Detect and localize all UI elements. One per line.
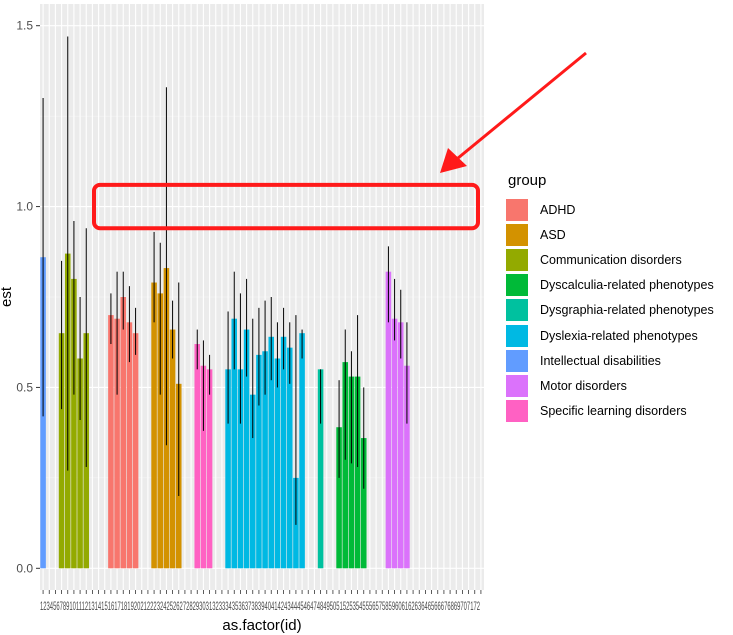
legend-item: Communication disorders [506,247,726,272]
arrow-shaft [451,51,587,165]
legend-label: ASD [540,227,566,242]
legend-item: Intellectual disabilities [506,348,726,373]
legend-label: Specific learning disorders [540,404,687,419]
bar-37 [262,351,268,569]
bar-58 [391,318,398,569]
y-tick-label: 1.0 [16,200,33,214]
bar-49 [336,427,342,569]
bar-7 [77,358,83,569]
y-tick-label: 1.5 [16,19,33,33]
legend-title: group [508,172,547,189]
y-tick-label: 0.5 [16,380,33,394]
bar-51 [348,376,355,569]
legend-key [506,349,528,372]
arrow-head [440,148,467,173]
legend-label: Motor disorders [540,378,627,393]
legend-item: ADHD [506,197,726,222]
bar-19 [151,282,157,569]
bar-50 [342,362,349,569]
bar-26 [194,344,201,569]
y-axis-label: est [0,286,15,307]
y-tick-label: 0.0 [16,561,33,575]
bar-60 [404,365,410,569]
legend-key [506,198,528,221]
bar-12 [108,315,114,569]
bar-39 [274,358,281,569]
bar-4 [58,333,65,569]
bar-35 [249,394,256,569]
bar-28 [206,369,213,569]
bar-59 [397,322,404,569]
annotation-arrow [440,51,587,173]
x-tick-labels: 1234567891011121314151617181920212223242… [40,599,480,613]
x-axis-label: as.factor(id) [222,617,301,634]
legend-label: Dyscalculia-related phenotypes [540,278,714,293]
bar-57 [385,271,392,569]
bar-36 [256,354,262,569]
bar-6 [71,278,77,569]
legend-key [506,223,528,246]
bar-33 [237,369,244,569]
legend-item: Dyscalculia-related phenotypes [506,273,726,298]
legend: group ADHD ASD Communication disorders Dysc… [506,172,726,424]
bar-34 [243,329,250,569]
bar-31 [225,369,231,569]
bar-15 [126,322,133,569]
legend-item: Dysgraphia-related phenotypes [506,298,726,323]
bar-53 [360,438,367,569]
legend-label: Communication disorders [540,252,682,267]
legend-key [506,274,528,297]
legend-item: ASD [506,222,726,247]
bar-40 [280,336,287,569]
legend-key [506,324,528,347]
bar-43 [299,333,305,569]
bar-32 [231,318,238,569]
bar-38 [268,336,275,569]
bar-41 [286,347,293,569]
legend-label: Dyslexia-related phenotypes [540,328,698,343]
legend-key [506,248,528,271]
legend-label: Intellectual disabilities [540,353,661,368]
legend-item: Dyslexia-related phenotypes [506,323,726,348]
y-axis: 0.0 0.5 1.0 1.5 [16,19,482,594]
bar-14 [120,297,127,569]
bar-52 [354,376,361,569]
bar-20 [157,293,164,569]
legend-label: Dysgraphia-related phenotypes [540,303,714,318]
bar-27 [200,365,207,569]
legend-key [506,374,528,397]
highlight-box [92,182,480,231]
legend-key [506,400,528,423]
legend-item: Specific learning disorders [506,399,726,424]
error-bars [42,36,408,525]
legend-key [506,299,528,322]
bar-46 [317,369,324,569]
bar-13 [114,318,120,569]
legend-label: ADHD [540,202,576,217]
bar-22 [169,329,176,569]
bar-16 [132,333,139,569]
legend-item: Motor disorders [506,373,726,398]
